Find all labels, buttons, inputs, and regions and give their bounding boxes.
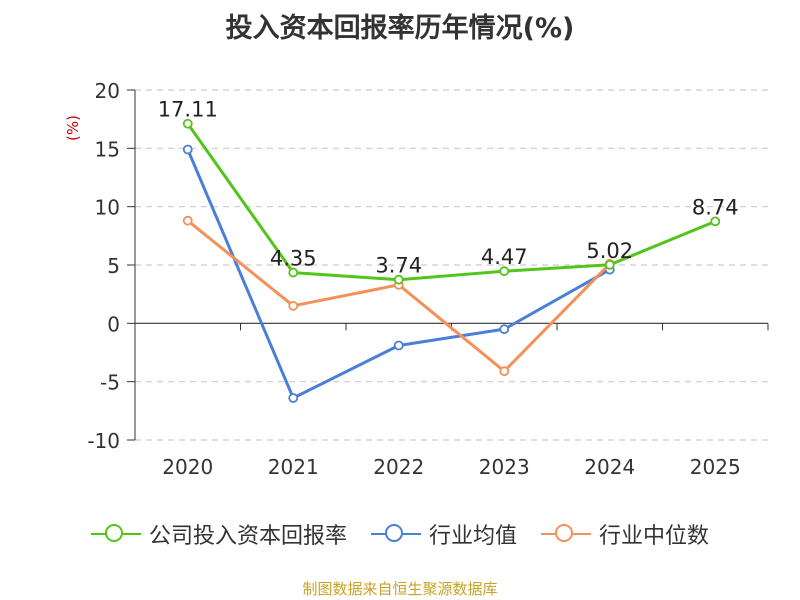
- data-label: 3.74: [375, 254, 422, 278]
- data-label: 5.02: [586, 239, 633, 263]
- data-point: [182, 118, 193, 129]
- data-point: [499, 266, 510, 277]
- y-tick-label: 5: [107, 254, 120, 278]
- y-tick-label: 20: [95, 79, 120, 103]
- axes: 20 15 10 5 0 -5 -10 2020 2021 2022 2023 2024 2025: [87, 79, 769, 479]
- source-note: 制图数据来自恒生聚源数据库: [302, 580, 498, 598]
- x-tick-label: 2021: [268, 455, 319, 479]
- y-tick-label: 10: [95, 196, 120, 220]
- data-label: 17.11: [158, 98, 218, 122]
- data-point: [710, 216, 721, 227]
- x-tick-label: 2022: [373, 455, 424, 479]
- x-tick-label: 2020: [162, 455, 213, 479]
- data-point: [182, 144, 193, 155]
- legend-item[interactable]: 公司投入资本回报率: [90, 518, 347, 550]
- data-point: [288, 267, 299, 278]
- data-point: [499, 366, 510, 377]
- legend-label: 行业均值: [428, 524, 517, 549]
- legend-item[interactable]: 行业均值: [370, 518, 517, 550]
- data-point: [288, 393, 299, 403]
- gridlines: [135, 89, 768, 441]
- y-axis-label: (%): [64, 115, 82, 141]
- legend-line-marker-icon: [541, 524, 591, 544]
- data-point: [499, 324, 510, 335]
- data-point: [288, 300, 299, 311]
- x-tick-label: 2025: [690, 455, 741, 479]
- data-point: [182, 215, 193, 226]
- legend-label: 行业中位数: [599, 524, 710, 549]
- series-layer: [182, 118, 721, 403]
- data-label: 4.47: [481, 245, 528, 269]
- legend-line-marker-icon: [90, 524, 141, 544]
- x-tick-label: 2023: [479, 455, 530, 479]
- x-tick-label: 2024: [584, 455, 635, 479]
- data-point: [393, 340, 404, 351]
- series-line-0: [186, 122, 716, 282]
- data-labels: 17.11 4.35 3.74 4.47 5.02 8.74: [158, 98, 739, 278]
- y-tick-label: -10: [87, 429, 120, 453]
- legend-item[interactable]: 行业中位数: [541, 518, 709, 550]
- y-tick-label: 15: [95, 137, 120, 161]
- chart-title: 投入资本回报率历年情况(%): [225, 13, 575, 44]
- data-point: [393, 274, 404, 285]
- legend-line-marker-icon: [370, 524, 421, 544]
- y-tick-label: -5: [100, 371, 120, 395]
- data-label: 4.35: [270, 247, 317, 271]
- y-tick-label: 0: [107, 312, 120, 336]
- data-label: 8.74: [692, 195, 739, 219]
- legend-label: 公司投入资本回报率: [148, 524, 347, 549]
- legend: 公司投入资本回报率 行业均值 行业中位数: [0, 518, 800, 550]
- data-point: [604, 259, 615, 270]
